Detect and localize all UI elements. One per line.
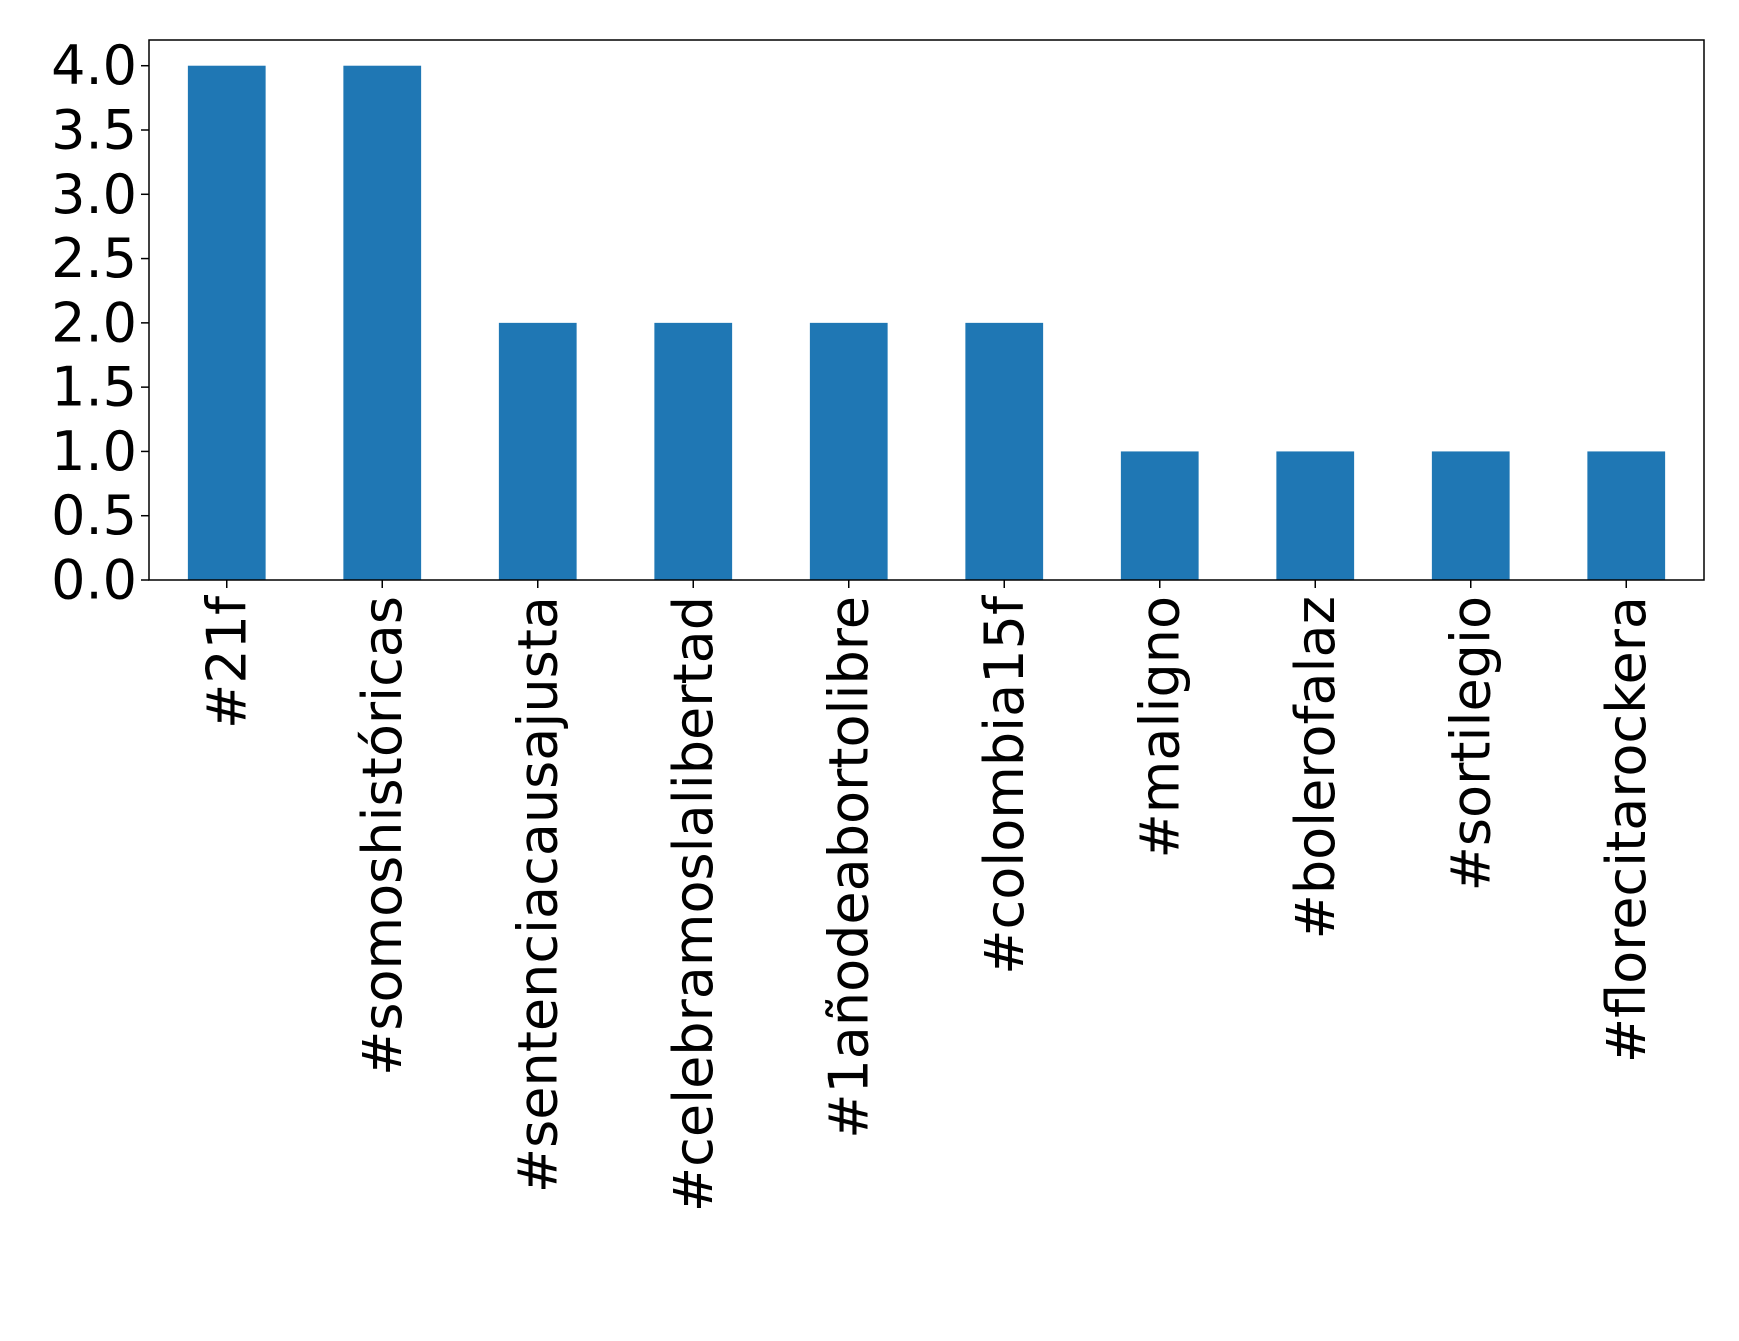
x-tick-label: #sentenciacausajusta bbox=[506, 596, 569, 1193]
y-tick-label: 4.0 bbox=[51, 34, 137, 97]
bar-2 bbox=[343, 65, 422, 580]
y-tick-label: 0.5 bbox=[51, 484, 137, 547]
x-tick-label: #maligno bbox=[1128, 596, 1191, 859]
y-tick-label: 0.0 bbox=[51, 549, 137, 612]
x-tick-label: #celebramoslalibertad bbox=[662, 596, 725, 1212]
bar-7 bbox=[1120, 451, 1199, 580]
bar-4 bbox=[654, 322, 733, 580]
y-tick-label: 1.0 bbox=[51, 420, 137, 483]
y-tick-label: 3.0 bbox=[51, 163, 137, 226]
bar-3 bbox=[498, 322, 577, 580]
x-axis: #21f #somoshistóricas #sentenciacausajusta… bbox=[195, 580, 1658, 1212]
x-tick-label: #colombia15f bbox=[973, 594, 1036, 975]
bar-1 bbox=[187, 65, 266, 580]
bar-6 bbox=[965, 322, 1044, 580]
x-tick-label: #sortilegio bbox=[1439, 596, 1502, 891]
plot-frame bbox=[148, 39, 1705, 581]
y-tick-label: 3.5 bbox=[51, 99, 137, 162]
bar-9 bbox=[1431, 451, 1510, 580]
bar-5 bbox=[809, 322, 888, 580]
bars-layer bbox=[187, 65, 1666, 580]
x-tick-label: #somoshistóricas bbox=[351, 596, 414, 1076]
x-tick-label: #bolerofalaz bbox=[1284, 596, 1347, 939]
y-tick-label: 2.5 bbox=[51, 227, 137, 290]
x-tick-label: #21f bbox=[195, 594, 258, 729]
x-tick-label: #florecitarockera bbox=[1595, 596, 1658, 1063]
y-tick-label: 2.0 bbox=[51, 291, 137, 354]
bar-8 bbox=[1276, 451, 1355, 580]
x-tick-label: #1añodeabortolibre bbox=[817, 596, 880, 1139]
bar-10 bbox=[1587, 451, 1666, 580]
y-tick-label: 1.5 bbox=[51, 356, 137, 419]
y-axis: 0.00.51.01.52.02.53.03.54.0 bbox=[51, 34, 149, 612]
